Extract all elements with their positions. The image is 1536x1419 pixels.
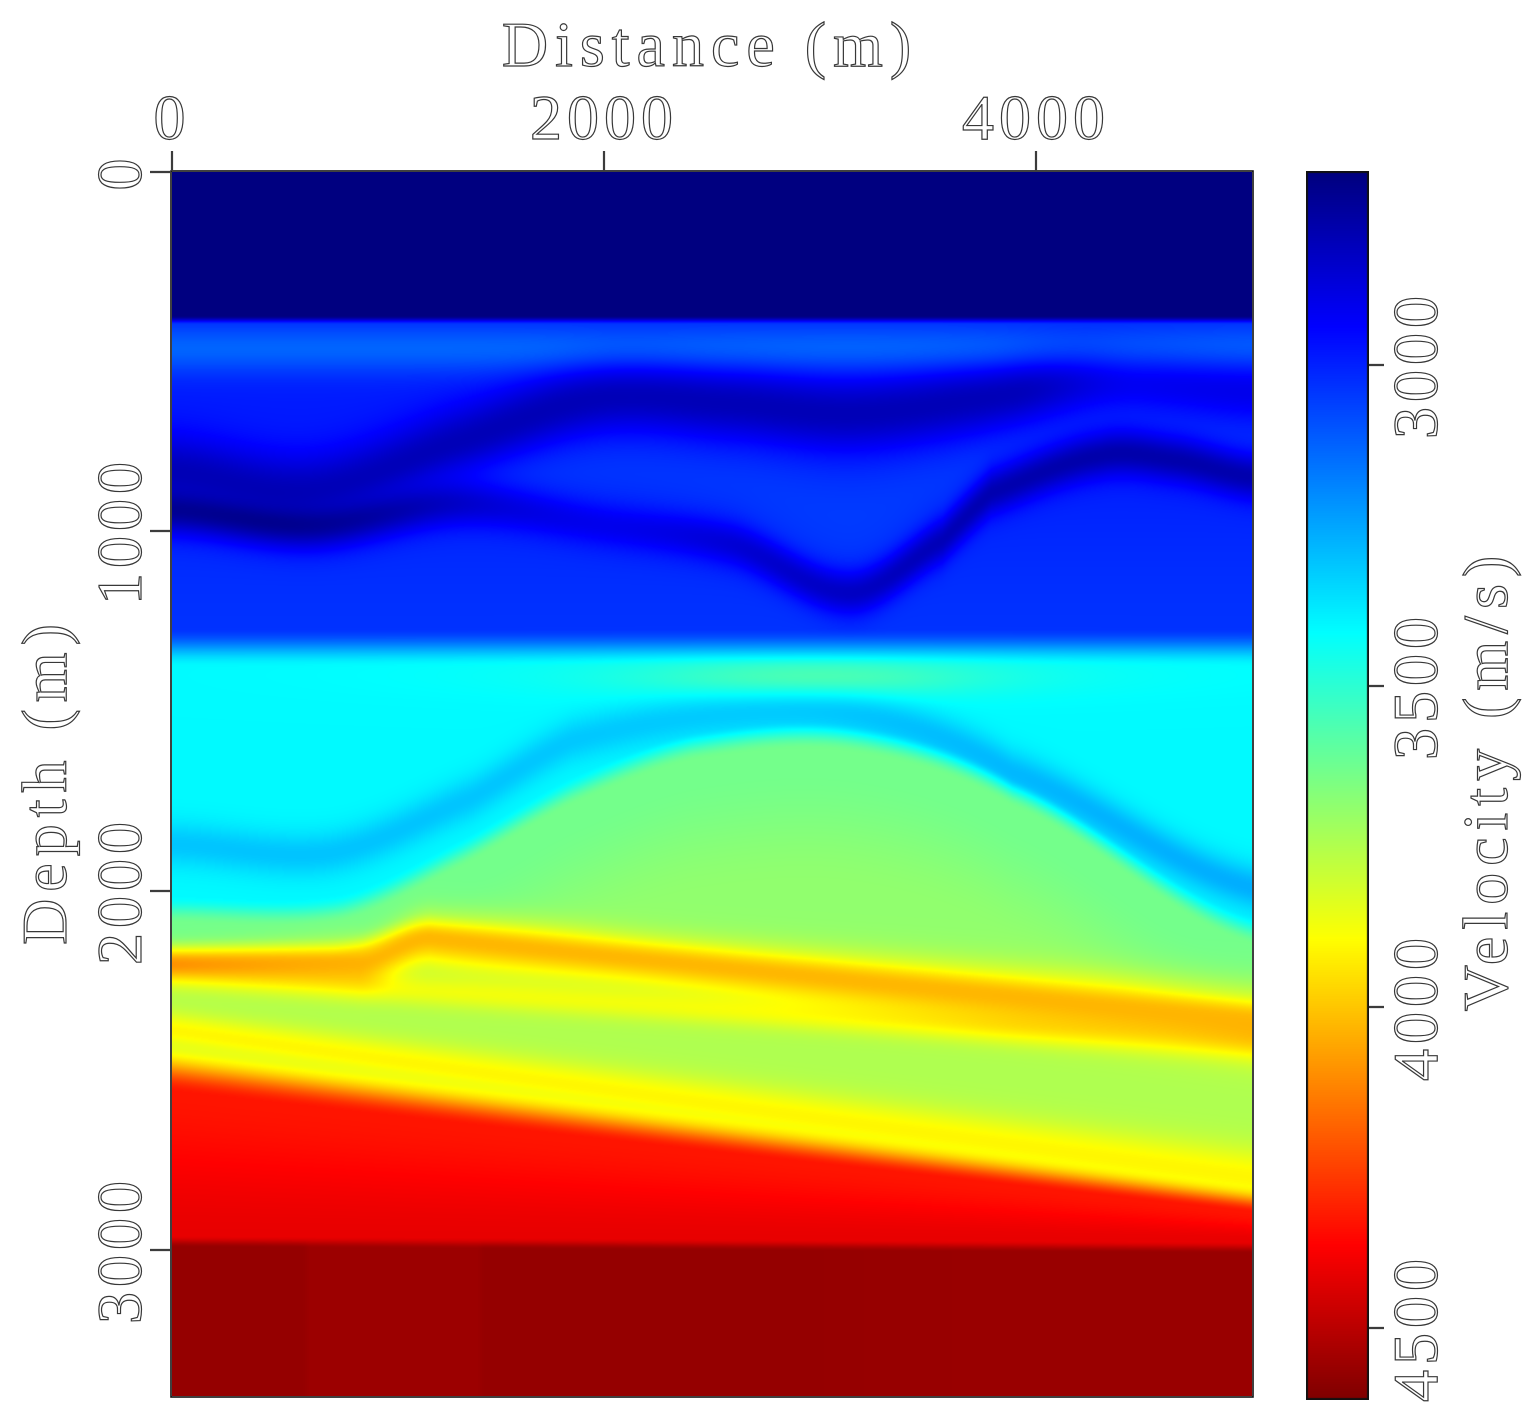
svg-text:4500: 4500: [1380, 1254, 1451, 1402]
svg-text:2000: 2000: [530, 82, 678, 153]
svg-text:Depth (m): Depth (m): [9, 617, 80, 945]
svg-text:0: 0: [84, 154, 155, 191]
svg-text:3000: 3000: [84, 1176, 155, 1324]
svg-text:Distance (m): Distance (m): [502, 9, 918, 80]
svg-text:2000: 2000: [84, 817, 155, 965]
svg-text:3000: 3000: [1380, 291, 1451, 439]
svg-text:Velocity (m/s): Velocity (m/s): [1450, 549, 1521, 1011]
svg-text:1000: 1000: [84, 457, 155, 605]
svg-text:4000: 4000: [1380, 933, 1451, 1081]
svg-text:0: 0: [154, 82, 191, 153]
svg-text:3500: 3500: [1380, 612, 1451, 760]
svg-text:4000: 4000: [962, 82, 1110, 153]
